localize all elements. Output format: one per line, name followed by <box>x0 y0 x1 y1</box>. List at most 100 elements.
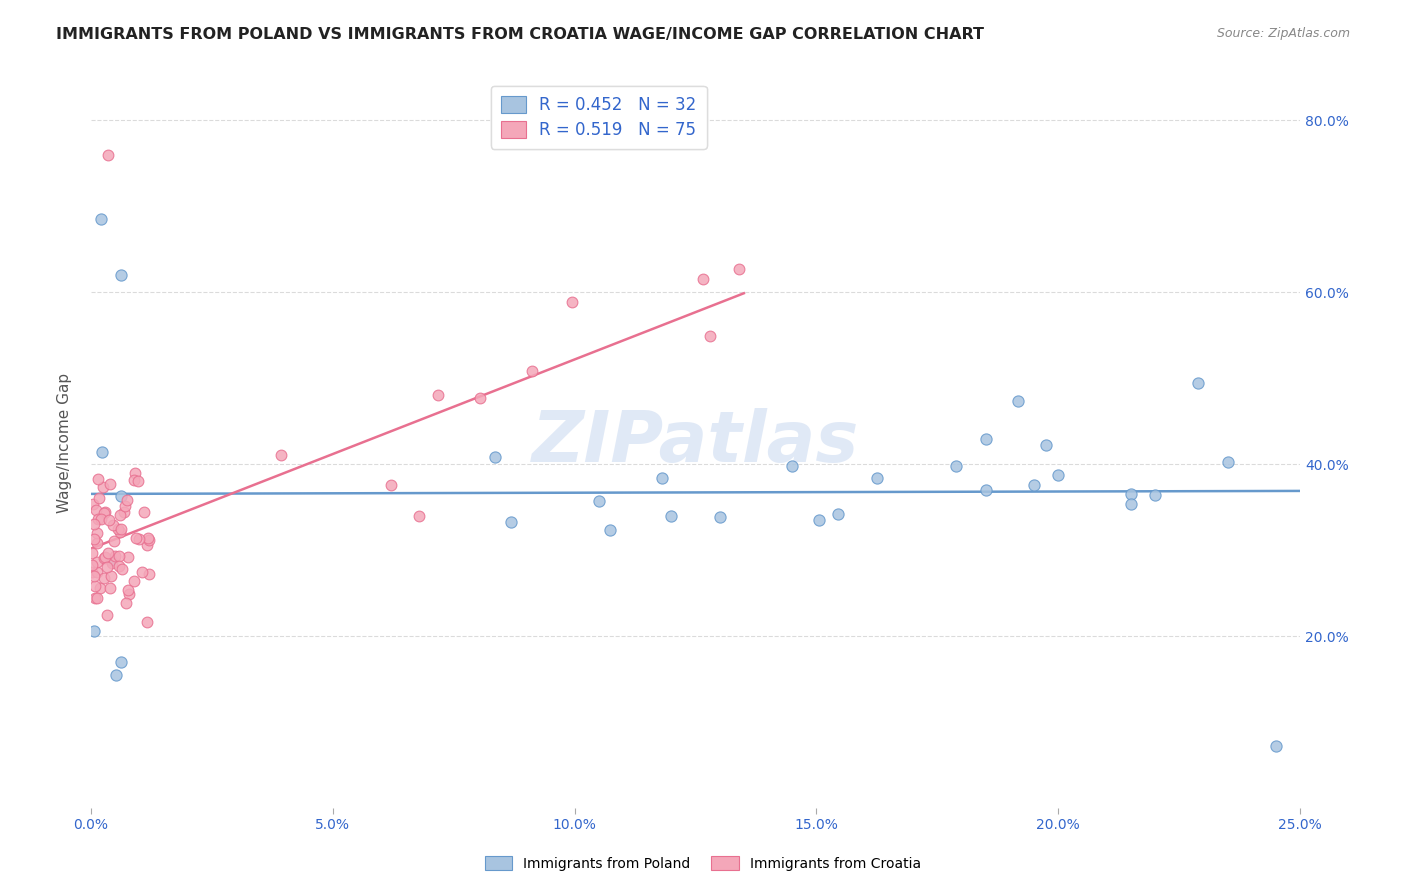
Point <box>1022 478 1045 492</box>
Point <box>128 532 150 546</box>
Point <box>90 512 112 526</box>
Point <box>974 483 997 497</box>
Point <box>134 505 156 519</box>
Point <box>945 458 967 473</box>
Point <box>86 565 108 579</box>
Point <box>98 581 121 595</box>
Point <box>87 491 110 505</box>
Point <box>108 549 131 564</box>
Point <box>117 493 139 508</box>
Point <box>83 591 105 606</box>
Point <box>94 549 117 564</box>
Point <box>117 586 139 600</box>
Point <box>427 388 450 402</box>
Point <box>588 494 610 508</box>
Point <box>1007 394 1029 409</box>
Point <box>659 509 682 524</box>
Point <box>90 444 112 458</box>
Y-axis label: Wage/Income Gap: Wage/Income Gap <box>58 373 72 513</box>
Point <box>124 466 146 480</box>
Point <box>84 579 107 593</box>
Text: Source: ZipAtlas.com: Source: ZipAtlas.com <box>1216 27 1350 40</box>
Point <box>86 536 108 550</box>
Point <box>97 513 120 527</box>
Point <box>80 546 103 560</box>
Point <box>103 534 125 549</box>
Point <box>136 537 159 551</box>
Point <box>131 565 153 579</box>
Point <box>110 489 132 503</box>
Point <box>122 473 145 487</box>
Point <box>125 531 148 545</box>
Point <box>651 471 673 485</box>
Point <box>115 596 138 610</box>
Point <box>1047 468 1070 483</box>
Point <box>100 568 122 582</box>
Legend: R = 0.452   N = 32, R = 0.519   N = 75: R = 0.452 N = 32, R = 0.519 N = 75 <box>491 86 707 149</box>
Point <box>108 508 131 523</box>
Point <box>1035 438 1057 452</box>
Point <box>114 500 136 514</box>
Point <box>83 624 105 639</box>
Point <box>86 526 108 541</box>
Point <box>1119 486 1142 500</box>
Legend: Immigrants from Poland, Immigrants from Croatia: Immigrants from Poland, Immigrants from … <box>479 850 927 876</box>
Point <box>117 582 139 597</box>
Point <box>561 295 583 310</box>
Point <box>117 549 139 564</box>
Point <box>97 148 120 162</box>
Point <box>100 553 122 567</box>
Point <box>101 518 124 533</box>
Point <box>499 516 522 530</box>
Point <box>90 212 112 227</box>
Point <box>98 477 121 491</box>
Point <box>107 522 129 536</box>
Point <box>86 555 108 569</box>
Point <box>93 550 115 565</box>
Point <box>91 480 114 494</box>
Point <box>110 524 132 539</box>
Point <box>470 392 492 406</box>
Point <box>138 567 160 582</box>
Point <box>827 507 849 521</box>
Point <box>83 569 105 583</box>
Point <box>1143 487 1166 501</box>
Point <box>270 449 292 463</box>
Point <box>138 533 160 547</box>
Point <box>100 556 122 570</box>
Point <box>93 507 115 521</box>
Point <box>110 656 132 670</box>
Point <box>974 432 997 446</box>
Point <box>380 478 402 492</box>
Point <box>110 268 132 282</box>
Point <box>80 566 103 580</box>
Point <box>110 522 132 536</box>
Point <box>87 472 110 486</box>
Point <box>83 533 105 547</box>
Point <box>93 572 115 586</box>
Point <box>84 503 107 517</box>
Point <box>94 505 117 519</box>
Point <box>89 582 111 596</box>
Point <box>1187 376 1209 391</box>
Point <box>692 272 714 286</box>
Point <box>82 497 104 511</box>
Point <box>82 558 104 572</box>
Point <box>96 560 118 574</box>
Point <box>112 505 135 519</box>
Point <box>1264 739 1286 753</box>
Point <box>136 615 159 630</box>
Point <box>127 474 149 488</box>
Point <box>727 261 749 276</box>
Point <box>96 607 118 622</box>
Text: IMMIGRANTS FROM POLAND VS IMMIGRANTS FROM CROATIA WAGE/INCOME GAP CORRELATION CH: IMMIGRANTS FROM POLAND VS IMMIGRANTS FRO… <box>56 27 984 42</box>
Point <box>1119 497 1142 511</box>
Point <box>83 516 105 531</box>
Point <box>866 471 889 485</box>
Point <box>104 549 127 563</box>
Point <box>807 513 830 527</box>
Point <box>408 508 430 523</box>
Point <box>111 562 134 576</box>
Point <box>86 591 108 606</box>
Point <box>1216 455 1239 469</box>
